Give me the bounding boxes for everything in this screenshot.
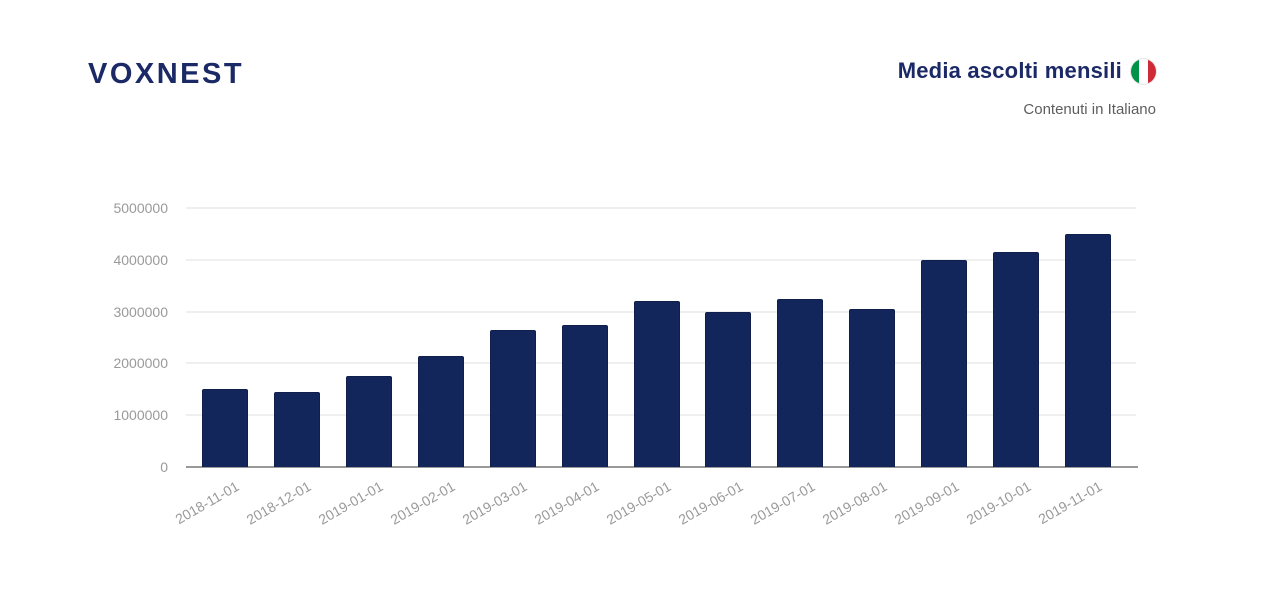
bar-2019-07-01 (777, 299, 824, 467)
y-axis-tick-label: 1000000 (113, 407, 168, 424)
x-axis-tick-label: 2019-08-01 (819, 478, 890, 528)
y-axis-tick-label: 2000000 (113, 355, 168, 372)
x-axis-tick-label: 2018-12-01 (243, 478, 314, 528)
x-axis-tick-label: 2019-06-01 (675, 478, 746, 528)
x-axis-line (186, 466, 1138, 468)
y-axis-tick-label: 4000000 (113, 251, 168, 268)
bar-2019-06-01 (705, 312, 752, 467)
bar-2019-01-01 (345, 376, 392, 467)
x-axis-tick-label: 2019-11-01 (1035, 478, 1106, 528)
bar-2019-09-01 (921, 260, 968, 467)
bar-2019-05-01 (633, 301, 680, 467)
bar-2019-03-01 (489, 330, 536, 467)
title-row: Media ascolti mensili (898, 57, 1156, 85)
y-axis-tick-label: 0 (160, 459, 168, 475)
italy-flag-icon (1131, 58, 1156, 84)
x-axis-tick-label: 2019-07-01 (747, 478, 818, 528)
x-axis-tick-label: 2019-02-01 (387, 478, 458, 528)
x-axis-tick-label: 2019-05-01 (603, 478, 674, 528)
bar-2019-02-01 (417, 356, 464, 467)
title-block: Media ascolti mensili Contenuti in Itali… (898, 57, 1156, 118)
bar-2019-04-01 (561, 325, 608, 467)
y-axis-tick-label: 3000000 (113, 303, 168, 320)
x-axis-tick-label: 2018-11-01 (172, 478, 242, 528)
plot-area: 0 1000000 2000000 3000000 4000000 5000000 2018… (113, 200, 1138, 528)
bar-2019-11-01 (1065, 234, 1112, 467)
flag-stripe-red (1147, 58, 1156, 84)
x-axis-tick-label: 2019-01-01 (315, 478, 386, 528)
bar-2019-08-01 (849, 309, 896, 467)
y-axis-tick-label: 5000000 (113, 200, 168, 216)
flag-stripe-white (1139, 58, 1148, 84)
gridline (186, 258, 1136, 261)
chart-title: Media ascolti mensili (897, 58, 1122, 83)
x-axis-tick-label: 2019-03-01 (459, 478, 530, 528)
voxnest-logo: VOXNEST (88, 58, 245, 90)
x-axis-tick-label: 2019-04-01 (531, 478, 602, 528)
bar-2018-12-01 (273, 392, 320, 467)
flag-stripe-green (1131, 58, 1140, 84)
bar-2019-10-01 (993, 252, 1040, 467)
x-axis-tick-label: 2019-10-01 (963, 478, 1034, 528)
x-axis-tick-label: 2019-09-01 (891, 478, 962, 528)
bar-2018-11-01 (201, 389, 248, 467)
chart-subtitle: Contenuti in Italiano (1023, 101, 1156, 118)
gridline (186, 207, 1136, 209)
